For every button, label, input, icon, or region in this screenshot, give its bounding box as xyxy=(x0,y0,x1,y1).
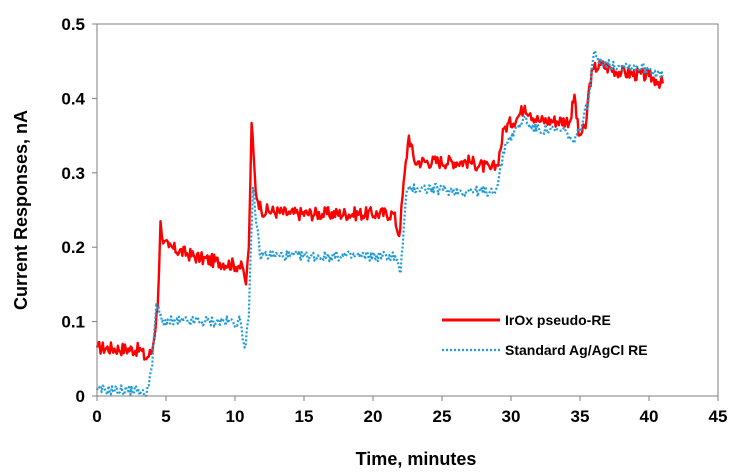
legend: IrOx pseudo-RE Standard Ag/AgCl RE xyxy=(442,312,648,358)
x-axis-title: Time, minutes xyxy=(356,449,477,469)
x-tick-label: 10 xyxy=(226,407,245,426)
x-tick-label: 35 xyxy=(571,407,590,426)
x-tick-label: 45 xyxy=(709,407,728,426)
axes: 0 5 10 15 20 25 30 35 40 45 0 0.1 0.2 0.3 0.4 0.5 xyxy=(61,15,727,426)
legend-label-agcl: Standard Ag/AgCl RE xyxy=(505,342,648,358)
x-tick-label: 5 xyxy=(161,407,170,426)
series-line-1 xyxy=(95,49,664,398)
x-tick-label: 40 xyxy=(640,407,659,426)
x-tick-label: 25 xyxy=(433,407,452,426)
y-tick-label: 0.3 xyxy=(61,164,85,183)
y-tick-label: 0.1 xyxy=(61,313,85,332)
legend-label-irox: IrOx pseudo-RE xyxy=(505,312,611,328)
x-tick-label: 20 xyxy=(364,407,383,426)
plot-area xyxy=(95,49,664,398)
y-tick-label: 0.2 xyxy=(61,238,85,257)
y-axis-title: Current Responses, nA xyxy=(11,110,31,310)
x-tick-label: 0 xyxy=(92,407,101,426)
y-tick-label: 0 xyxy=(76,387,85,406)
series-line-0 xyxy=(95,59,664,361)
x-tick-label: 15 xyxy=(295,407,314,426)
plot-frame xyxy=(96,23,719,397)
x-tick-label: 30 xyxy=(502,407,521,426)
y-tick-label: 0.5 xyxy=(61,15,85,34)
y-tick-label: 0.4 xyxy=(61,89,85,108)
